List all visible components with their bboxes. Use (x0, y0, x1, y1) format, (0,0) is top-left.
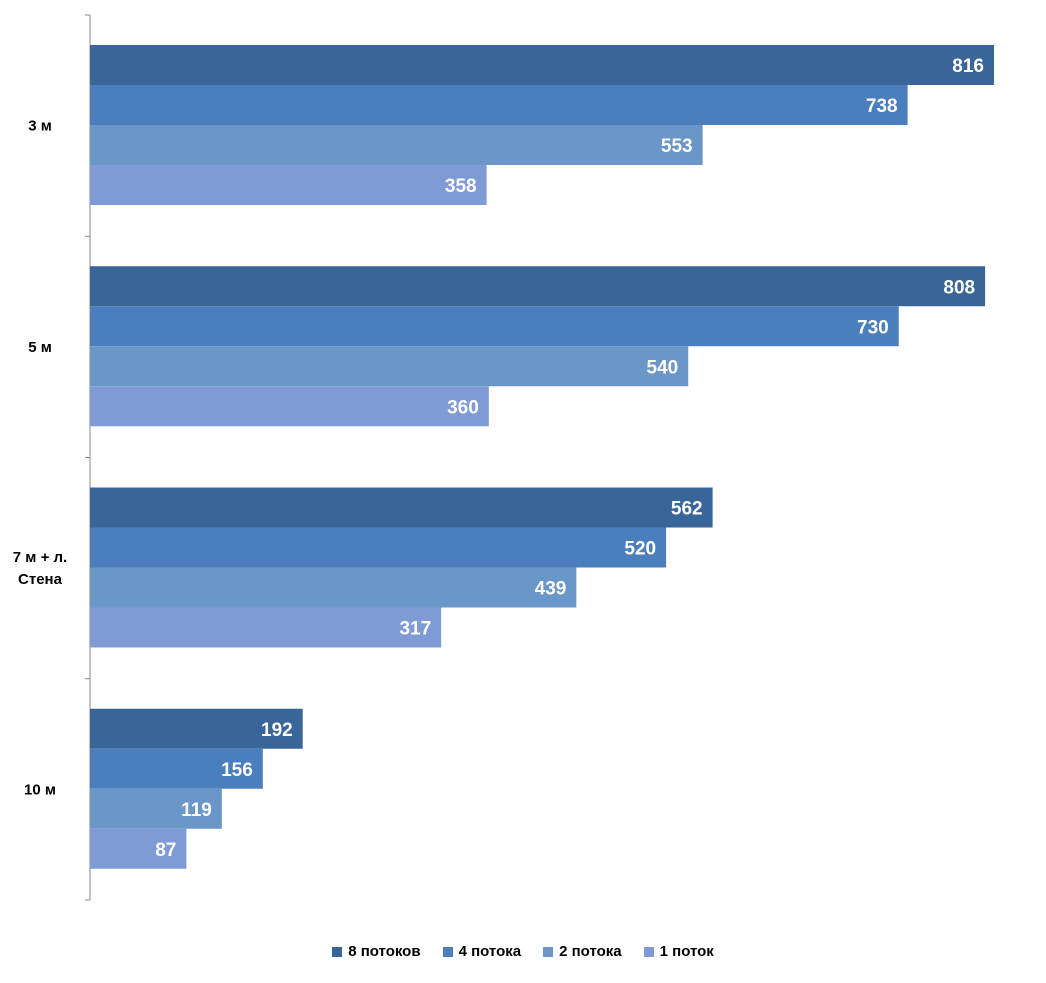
legend-swatch (643, 946, 654, 957)
legend-label: 8 потоков (348, 943, 421, 960)
data-label: 119 (181, 800, 212, 821)
legend-item: 8 потоков (332, 943, 421, 960)
bar (90, 85, 908, 125)
data-label: 317 (399, 619, 431, 640)
data-label: 156 (221, 760, 253, 781)
legend-item: 2 потока (543, 943, 622, 960)
legend-swatch (543, 946, 554, 957)
bar (90, 487, 713, 528)
data-label: 553 (661, 136, 693, 157)
data-label: 192 (261, 720, 293, 741)
legend-label: 1 поток (659, 943, 714, 960)
data-label: 562 (671, 499, 703, 520)
legend-label: 4 потока (458, 943, 522, 960)
data-label: 520 (624, 539, 656, 560)
data-label: 439 (535, 579, 567, 600)
bar (90, 45, 994, 85)
category-label: 5 м (28, 339, 52, 356)
bar (90, 748, 263, 789)
data-label: 816 (952, 56, 984, 77)
data-label: 87 (155, 840, 176, 861)
data-label: 808 (943, 277, 975, 298)
legend-swatch (332, 946, 343, 957)
bar (90, 165, 487, 205)
category-label: 3 м (28, 118, 52, 135)
category-label: 7 м + л. Стена (13, 549, 67, 588)
bar (90, 346, 689, 387)
bar (90, 607, 442, 648)
data-label: 730 (857, 317, 889, 338)
bar (90, 125, 703, 165)
category-label: 10 м (24, 781, 56, 798)
bar (90, 567, 577, 608)
legend-label: 2 потока (559, 943, 622, 960)
bar (90, 708, 303, 749)
bar (90, 828, 187, 869)
bar (90, 788, 222, 829)
legend-item: 4 потока (442, 943, 522, 960)
data-label: 358 (445, 176, 477, 197)
bar (90, 386, 489, 427)
data-label: 738 (866, 96, 898, 117)
chart-plot: 816 738 553 358 3 м 808 730 540 360 5 м 562 520 439 3… (13, 14, 994, 901)
legend-swatch (442, 946, 453, 957)
data-label: 360 (447, 397, 479, 418)
legend-item: 1 поток (643, 943, 714, 960)
bar (90, 306, 899, 347)
data-label: 540 (647, 357, 679, 378)
bar (90, 527, 667, 568)
bar (90, 266, 986, 307)
legend: 8 потоков 4 потока 2 потока 1 поток (0, 943, 1046, 960)
